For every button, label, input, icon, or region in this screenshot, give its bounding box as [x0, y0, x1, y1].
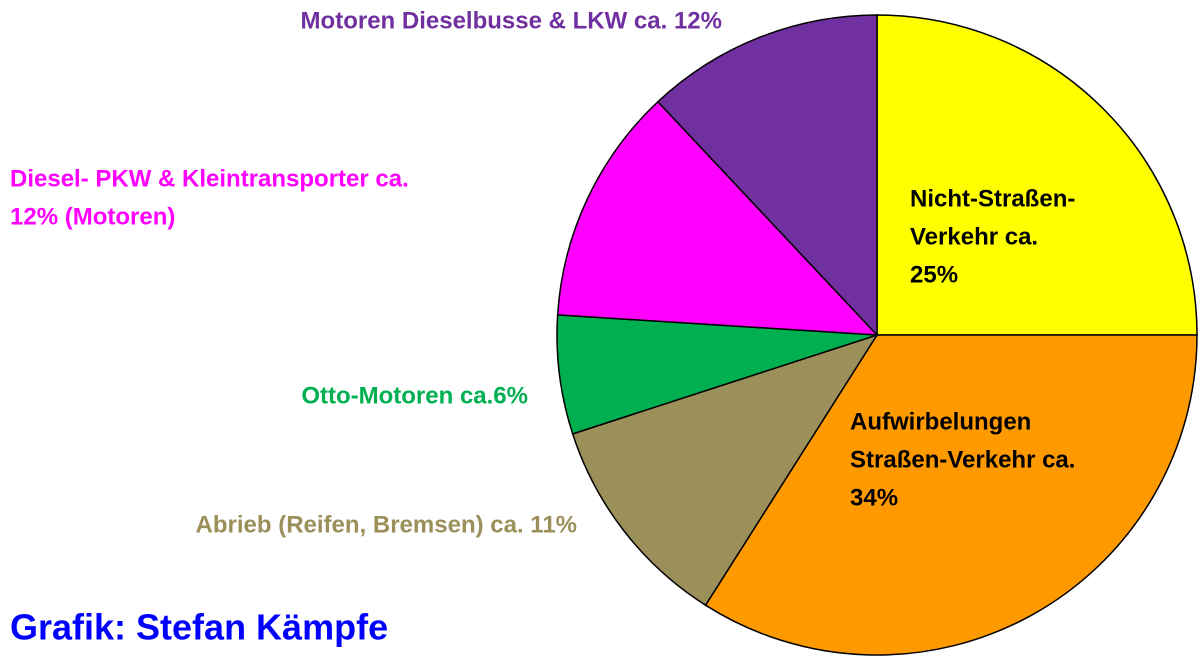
pie-slice: [876, 14, 1198, 336]
slice-label: 34%: [850, 484, 898, 511]
pie-slice: [571, 333, 879, 607]
slice-label: Verkehr ca.: [910, 223, 1038, 250]
pie-slice: [656, 14, 878, 337]
slice-label: Straßen-Verkehr ca.: [850, 446, 1075, 473]
slice-label: 12% (Motoren): [10, 203, 175, 230]
slice-label: 25%: [910, 261, 958, 288]
pie-slice: [704, 334, 1198, 656]
slice-label: Otto-Motoren ca.6%: [301, 382, 528, 409]
slice-label: Nicht-Straßen-: [910, 185, 1075, 212]
pie-slice: [556, 314, 878, 435]
slice-label: Diesel- PKW & Kleintransporter ca.: [10, 165, 409, 192]
credit: Grafik: Stefan Kämpfe: [10, 607, 388, 648]
pie-slice: [556, 100, 879, 336]
slice-label: Abrieb (Reifen, Bremsen) ca. 11%: [196, 511, 577, 538]
slice-label: Motoren Dieselbusse & LKW ca. 12%: [301, 7, 722, 34]
slice-label: Aufwirbelungen: [850, 408, 1031, 435]
